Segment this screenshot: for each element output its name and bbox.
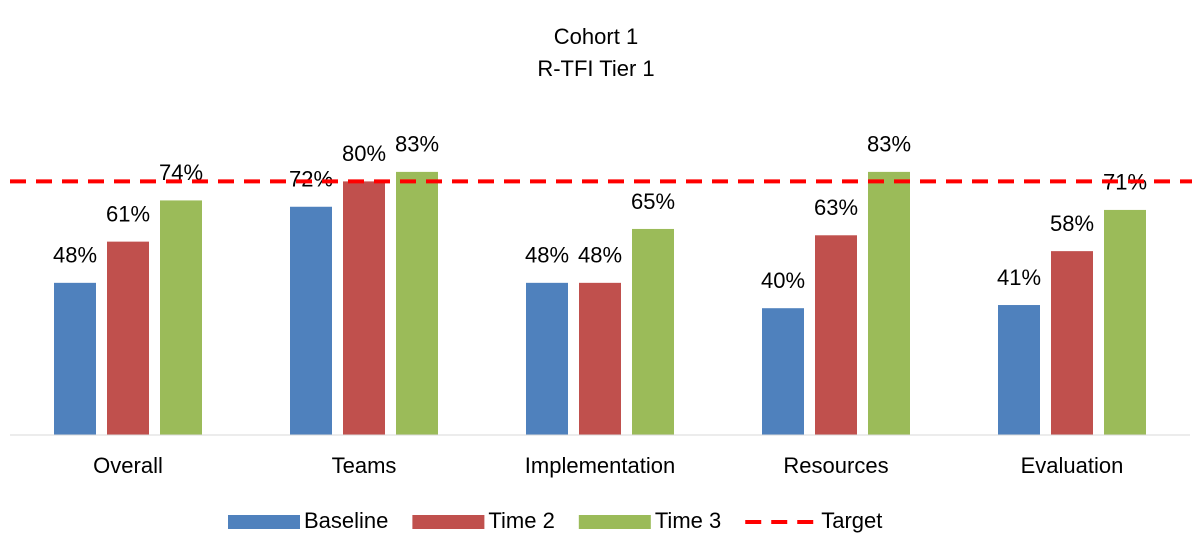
legend-label: Time 3: [655, 508, 721, 533]
x-tick-label: Overall: [93, 453, 163, 478]
data-label: 48%: [578, 243, 622, 268]
bar: [107, 241, 149, 435]
data-label: 58%: [1050, 211, 1094, 236]
legend-label: Time 2: [488, 508, 554, 533]
legend-label: Baseline: [304, 508, 388, 533]
bar: [868, 171, 910, 435]
data-label: 61%: [106, 201, 150, 226]
bar: [815, 235, 857, 435]
bar: [998, 305, 1040, 435]
bar: [526, 282, 568, 435]
legend-swatch: [412, 515, 485, 529]
data-label: 65%: [631, 189, 675, 214]
bar: [290, 206, 332, 435]
bar: [343, 181, 385, 435]
data-label: 72%: [289, 167, 333, 192]
bar: [762, 308, 804, 435]
x-tick-label: Teams: [332, 453, 397, 478]
data-label: 48%: [525, 243, 569, 268]
x-tick-label: Implementation: [525, 453, 675, 478]
bar: [1104, 209, 1146, 435]
data-label: 41%: [997, 265, 1041, 290]
data-label: 83%: [867, 132, 911, 157]
bar: [1051, 251, 1093, 435]
x-tick-label: Evaluation: [1021, 453, 1124, 478]
x-tick-label: Resources: [783, 453, 888, 478]
data-label: 63%: [814, 195, 858, 220]
data-label: 40%: [761, 268, 805, 293]
bar: [54, 282, 96, 435]
chart-subtitle: R-TFI Tier 1: [537, 56, 654, 81]
chart-title: Cohort 1: [554, 24, 638, 49]
legend-swatch: [228, 515, 300, 529]
bar: [632, 228, 674, 435]
data-label: 48%: [53, 243, 97, 268]
legend-swatch: [578, 515, 651, 529]
data-label: 80%: [342, 141, 386, 166]
bar: [579, 282, 621, 435]
bar: [396, 171, 438, 435]
bar: [160, 200, 202, 435]
legend-label: Target: [821, 508, 882, 533]
data-label: 83%: [395, 132, 439, 157]
